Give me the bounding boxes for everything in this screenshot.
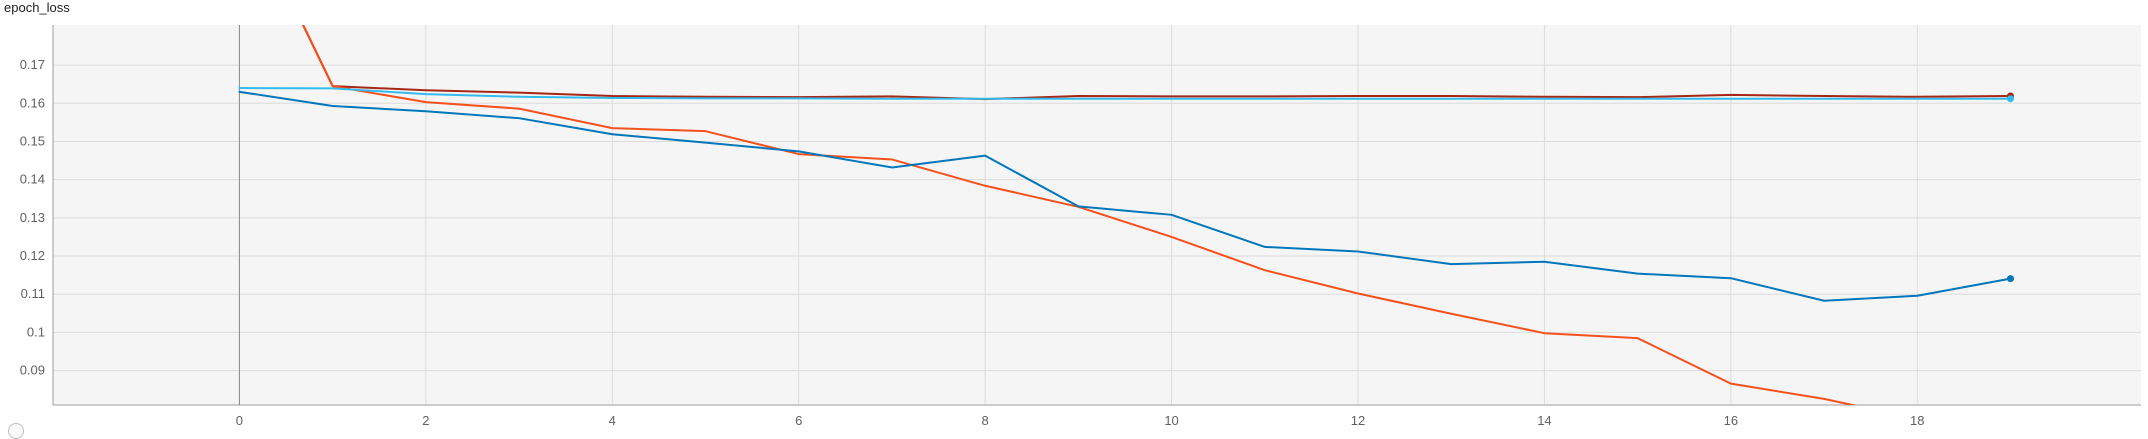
y-tick-label: 0.11: [21, 286, 45, 301]
grid-layer: [53, 25, 2141, 405]
series-line: [238, 87, 2012, 100]
tick-layer: 0 2 4 6 8 10 12 14 16 18 0.09 0.1 0.11 0.12 0.13 0.14 0.…: [20, 57, 1925, 428]
x-tick-label: 4: [609, 413, 616, 428]
x-tick-label: 6: [795, 413, 802, 428]
x-tick-label: 10: [1164, 413, 1178, 428]
y-tick-label: 0.15: [20, 133, 45, 148]
chart-title: epoch_loss: [4, 0, 70, 15]
plot-background: [53, 25, 2141, 405]
y-tick-label: 0.1: [27, 324, 45, 339]
x-tick-label: 16: [1724, 413, 1738, 428]
x-tick-label: 2: [422, 413, 429, 428]
y-tick-label: 0.09: [20, 363, 45, 378]
y-tick-label: 0.16: [20, 95, 45, 110]
x-tick-label: 12: [1351, 413, 1365, 428]
x-tick-label: 0: [236, 413, 243, 428]
loss-chart: 0 2 4 6 8 10 12 14 16 18 0.09 0.1 0.11 0.12 0.13 0.14 0.…: [20, 25, 2141, 428]
y-tick-label: 0.14: [20, 172, 45, 187]
fit-domain-icon[interactable]: [8, 423, 24, 439]
series-line: [301, 25, 2012, 101]
x-tick-label: 18: [1910, 413, 1924, 428]
x-tick-label: 8: [982, 413, 989, 428]
x-tick-label: 14: [1537, 413, 1551, 428]
y-tick-label: 0.13: [20, 210, 45, 225]
series-line: [238, 90, 2012, 302]
series-layer: [238, 25, 2014, 405]
y-tick-label: 0.17: [20, 57, 45, 72]
series-endpoint: [2007, 95, 2014, 103]
y-tick-label: 0.12: [20, 248, 45, 263]
series-endpoint: [2007, 275, 2014, 283]
